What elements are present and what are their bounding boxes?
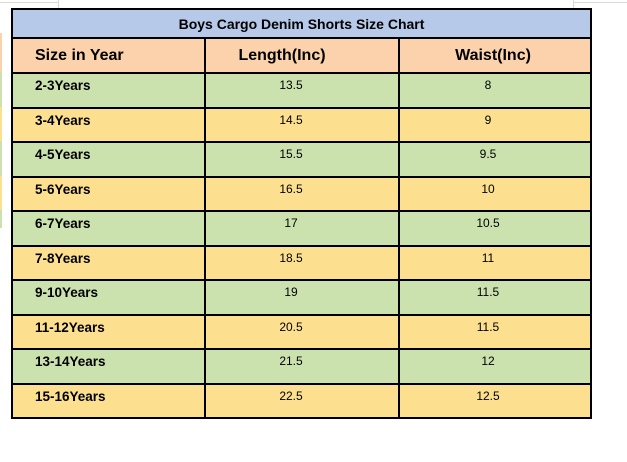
length-cell: 16.5 — [204, 175, 400, 212]
table-row: 4-5Years 15.5 9.5 — [11, 141, 592, 178]
length-cell: 20.5 — [204, 313, 400, 350]
edge-strip-segment — [0, 141, 2, 176]
left-edge-strip — [0, 33, 2, 228]
length-cell: 21.5 — [204, 348, 400, 385]
table-row: 5-6Years 16.5 10 — [11, 175, 592, 212]
waist-cell: 9.5 — [398, 141, 592, 178]
header-row: Size in Year Length(Inc) Waist(Inc) — [11, 37, 592, 74]
edge-strip-segment — [0, 210, 2, 228]
column-header-waist: Waist(Inc) — [398, 37, 592, 74]
table-row: 11-12Years 20.5 11.5 — [11, 313, 592, 350]
waist-cell: 8 — [398, 72, 592, 109]
edge-strip-segment — [0, 72, 2, 107]
length-cell: 13.5 — [204, 72, 400, 109]
waist-cell: 11.5 — [398, 313, 592, 350]
size-cell: 13-14Years — [11, 348, 206, 385]
size-cell: 9-10Years — [11, 279, 206, 316]
table-row: 9-10Years 19 11.5 — [11, 279, 592, 316]
size-cell: 6-7Years — [11, 210, 206, 247]
column-header-length: Length(Inc) — [204, 37, 400, 74]
size-cell: 2-3Years — [11, 72, 206, 109]
page-title: Boys Cargo Denim Shorts Size Chart — [11, 8, 592, 39]
length-cell: 19 — [204, 279, 400, 316]
gridline — [574, 2, 627, 3]
column-header-size: Size in Year — [11, 37, 206, 74]
waist-cell: 11.5 — [398, 279, 592, 316]
edge-strip-segment — [0, 106, 2, 141]
gridline — [0, 2, 58, 3]
gridline — [58, 0, 59, 8]
length-cell: 15.5 — [204, 141, 400, 178]
size-cell: 11-12Years — [11, 313, 206, 350]
length-cell: 22.5 — [204, 382, 400, 419]
waist-cell: 12 — [398, 348, 592, 385]
length-cell: 18.5 — [204, 244, 400, 281]
size-chart-table: Boys Cargo Denim Shorts Size Chart Size … — [11, 8, 592, 419]
table-row: 15-16Years 22.5 12.5 — [11, 382, 592, 419]
waist-cell: 12.5 — [398, 382, 592, 419]
length-cell: 14.5 — [204, 106, 400, 143]
table-row: 2-3Years 13.5 8 — [11, 72, 592, 109]
title-row: Boys Cargo Denim Shorts Size Chart — [11, 8, 592, 39]
waist-cell: 11 — [398, 244, 592, 281]
size-cell: 4-5Years — [11, 141, 206, 178]
waist-cell: 10 — [398, 175, 592, 212]
size-cell: 3-4Years — [11, 106, 206, 143]
waist-cell: 9 — [398, 106, 592, 143]
gridline — [573, 0, 574, 8]
edge-strip-segment — [0, 33, 2, 72]
size-cell: 15-16Years — [11, 382, 206, 419]
table-row: 6-7Years 17 10.5 — [11, 210, 592, 247]
table-row: 7-8Years 18.5 11 — [11, 244, 592, 281]
size-cell: 5-6Years — [11, 175, 206, 212]
edge-strip-segment — [0, 175, 2, 210]
waist-cell: 10.5 — [398, 210, 592, 247]
table-row: 3-4Years 14.5 9 — [11, 106, 592, 143]
table-row: 13-14Years 21.5 12 — [11, 348, 592, 385]
length-cell: 17 — [204, 210, 400, 247]
size-cell: 7-8Years — [11, 244, 206, 281]
